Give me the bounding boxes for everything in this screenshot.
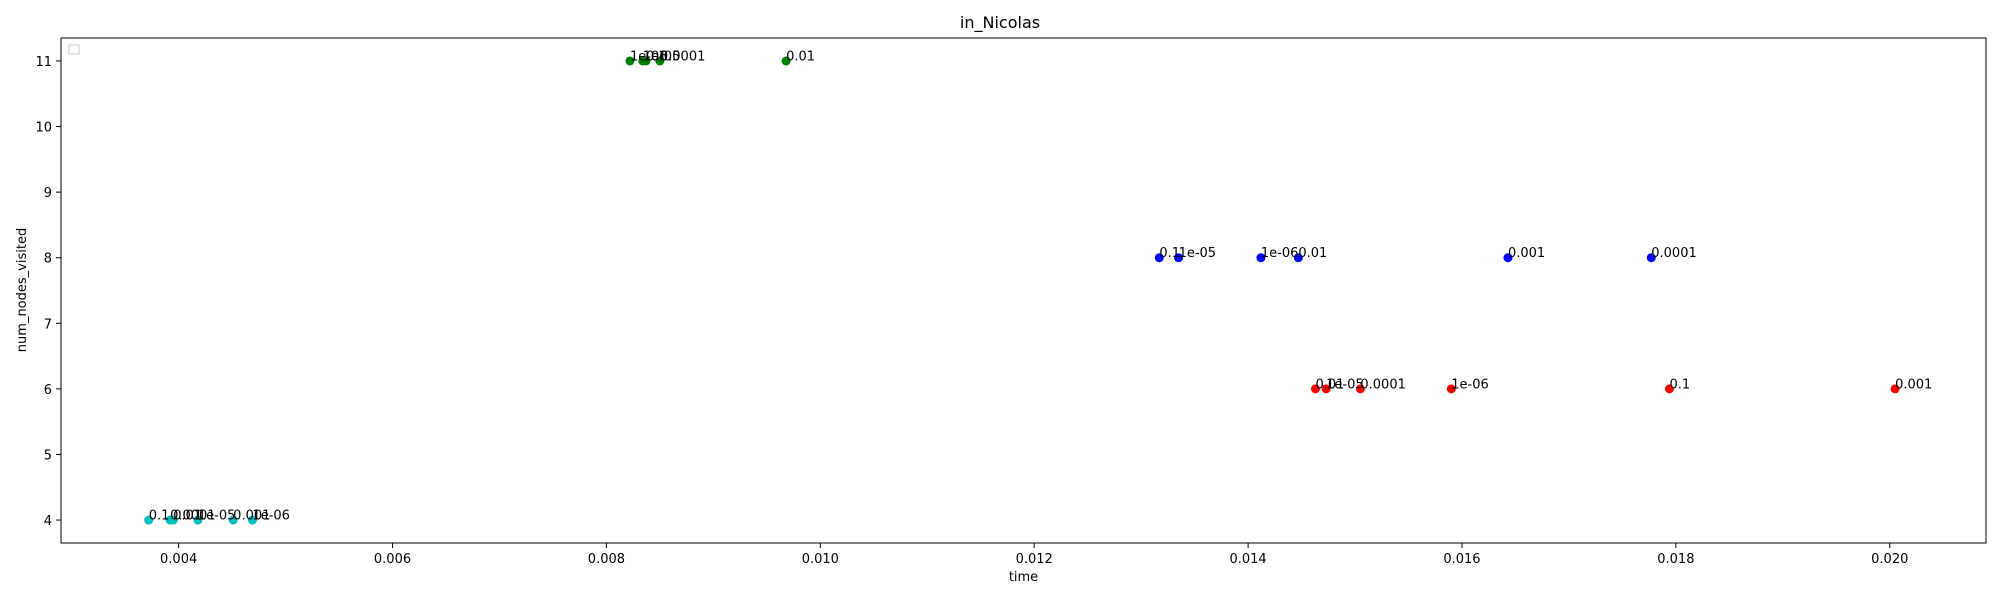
- y-tick-label: 8: [44, 252, 52, 267]
- y-axis-label: num_nodes_visited: [15, 228, 30, 352]
- point-label: 0.01: [1315, 377, 1344, 392]
- point-label: 1e-06: [1261, 246, 1299, 261]
- point-label: 0.01: [786, 49, 815, 64]
- y-axis: 4 5 6 7 8 9 10 11: [35, 55, 61, 529]
- data-point: [781, 56, 791, 66]
- x-tick-label: 0.012: [1016, 552, 1053, 567]
- point-label: 0.1: [1159, 246, 1180, 261]
- data-point: [1293, 253, 1303, 263]
- x-tick-label: 0.010: [802, 552, 839, 567]
- data-point: [1310, 384, 1320, 394]
- x-tick-label: 0.006: [374, 552, 411, 567]
- point-label: 0.0001: [170, 509, 216, 524]
- data-point: [641, 56, 651, 66]
- point-label: 0.01: [1298, 246, 1327, 261]
- point-label: 1e-05: [198, 509, 236, 524]
- data-point: [1355, 384, 1365, 394]
- point-label: 0.0001: [1651, 246, 1697, 261]
- x-axis: 0.004 0.006 0.008 0.010 0.012 0.014 0.016 0.018…: [160, 543, 1908, 567]
- data-point: [228, 515, 238, 525]
- x-tick-label: 0.020: [1871, 552, 1908, 567]
- point-label: 0.001: [1895, 377, 1932, 392]
- x-tick-label: 0.018: [1657, 552, 1694, 567]
- data-point: [1256, 253, 1266, 263]
- point-label: 1e-06: [1451, 377, 1489, 392]
- point-label: 1e-06: [252, 509, 290, 524]
- y-tick-label: 11: [35, 55, 52, 70]
- data-points: [144, 56, 1900, 525]
- data-point: [1503, 253, 1513, 263]
- data-point: [1446, 384, 1456, 394]
- point-label: 0.1: [1669, 377, 1690, 392]
- data-point: [1664, 384, 1674, 394]
- point-label: 0.01: [173, 509, 202, 524]
- point-label: 0.1: [646, 49, 667, 64]
- point-label: 0.0001: [1360, 377, 1406, 392]
- point-label: 0.001: [1508, 246, 1545, 261]
- y-tick-label: 6: [44, 383, 52, 398]
- chart-title: in_Nicolas: [960, 13, 1040, 33]
- point-label: 1e-06: [630, 49, 668, 64]
- data-point: [193, 515, 203, 525]
- data-point: [1154, 253, 1164, 263]
- y-tick-label: 9: [44, 186, 52, 201]
- x-tick-label: 0.014: [1229, 552, 1266, 567]
- y-tick-label: 5: [44, 448, 52, 463]
- data-point: [1646, 253, 1656, 263]
- data-point: [655, 56, 665, 66]
- point-label: 1e-05: [1326, 377, 1364, 392]
- point-label: 0.1: [149, 509, 170, 524]
- y-tick-label: 4: [44, 514, 52, 529]
- data-point: [625, 56, 635, 66]
- x-tick-label: 0.016: [1443, 552, 1480, 567]
- data-point: [1174, 253, 1184, 263]
- plot-area: [60, 37, 1987, 544]
- x-tick-label: 0.008: [588, 552, 625, 567]
- point-label: 1e-05: [643, 49, 681, 64]
- y-tick-label: 7: [44, 317, 52, 332]
- point-label: 0.001: [233, 509, 270, 524]
- y-tick-label: 10: [35, 121, 52, 136]
- x-axis-label: time: [1009, 570, 1038, 585]
- legend-box: [68, 44, 80, 55]
- data-point: [168, 515, 178, 525]
- data-point: [247, 515, 257, 525]
- data-point: [1890, 384, 1900, 394]
- point-label: 0.0001: [660, 49, 706, 64]
- data-point: [144, 515, 154, 525]
- x-tick-label: 0.004: [160, 552, 197, 567]
- point-label: 1e-05: [1179, 246, 1217, 261]
- data-point: [1321, 384, 1331, 394]
